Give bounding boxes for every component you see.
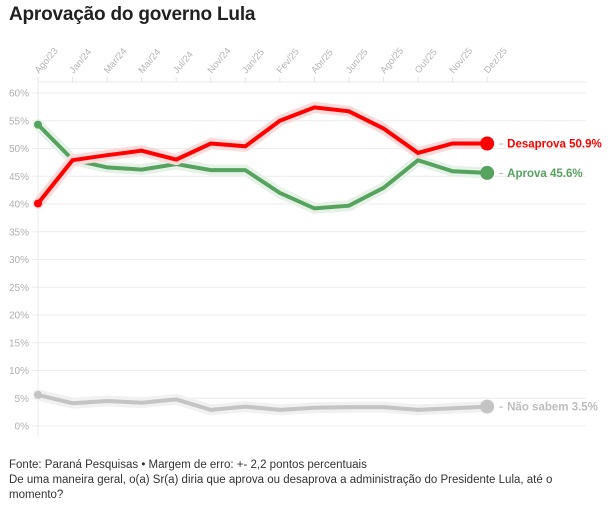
source-note: Fonte: Paraná Pesquisas • Margem de erro… <box>9 459 367 471</box>
y-tick-label: 35% <box>9 227 29 238</box>
x-tick-label: Jun/25 <box>344 47 371 76</box>
y-tick-label: 55% <box>9 116 29 127</box>
x-tick-label: Ago/23 <box>33 46 61 76</box>
chart-footer: Fonte: Paraná Pesquisas • Margem de erro… <box>9 458 569 503</box>
desaprova-end-point <box>480 136 495 151</box>
x-axis: Ago/23 Jan/24 Mar/24 Mai/24 Jul/24 Nov/24 Jan/… <box>33 46 586 83</box>
aprova-end-label: Aprova 45.6% <box>507 168 582 180</box>
desaprova-line <box>36 105 488 205</box>
chart-title: Aprovação do governo Lula <box>9 4 256 25</box>
aprova-end-point <box>480 165 495 180</box>
x-tick-label: Ago/25 <box>378 46 406 76</box>
x-tick-label: Mai/24 <box>137 47 164 76</box>
x-tick-label: Mar/24 <box>102 46 129 76</box>
n-o-sabem-end-point <box>480 399 495 414</box>
series-lines <box>32 101 495 416</box>
y-tick-label: 60% <box>9 89 29 100</box>
x-tick-label: Jul/24 <box>171 49 196 75</box>
x-tick-label: Jan/25 <box>240 47 267 76</box>
y-tick-label: 30% <box>9 255 29 266</box>
n-o-sabem-line <box>37 392 488 412</box>
aprova-start-point <box>34 120 42 129</box>
x-tick-label: Fev/25 <box>275 47 302 76</box>
aprova-line <box>36 123 488 211</box>
y-tick-label: 0% <box>15 422 30 433</box>
x-tick-label: Nov/25 <box>447 46 475 76</box>
line-chart: Ago/23 Jan/24 Mar/24 Mai/24 Jul/24 Nov/24 Jan/… <box>9 46 602 436</box>
y-tick-label: 10% <box>9 366 29 377</box>
n-o-sabem-end-label: Não sabem 3.5% <box>507 402 598 414</box>
y-tick-label: 25% <box>9 283 29 294</box>
desaprova-start-point <box>34 199 42 208</box>
survey-question: De uma maneira geral, o(a) Sr(a) diria q… <box>9 474 553 501</box>
desaprova-end-label: Desaprova 50.9% <box>507 139 602 151</box>
x-tick-label: Nov/24 <box>206 46 234 76</box>
y-tick-label: 50% <box>9 144 29 155</box>
y-tick-label: 5% <box>15 394 30 405</box>
x-tick-label: Abr/25 <box>309 47 335 76</box>
x-tick-label: Jan/24 <box>67 47 94 76</box>
n-o-sabem-start-point <box>34 390 42 399</box>
x-tick-label: Out/25 <box>413 47 440 76</box>
y-tick-label: 15% <box>9 338 29 349</box>
y-tick-label: 20% <box>9 311 29 322</box>
y-tick-label: 45% <box>9 172 29 183</box>
x-tick-label: Dez/25 <box>482 46 510 76</box>
gridlines <box>32 92 586 427</box>
end-labels: Não sabem 3.5% Aprova 45.6% Desaprova 50.9… <box>499 139 602 414</box>
y-axis: 0% 5% 10% 15% 20% 25% 30% 35% 40% 45% 50% 55% 60% <box>9 82 39 436</box>
y-tick-label: 40% <box>9 200 29 211</box>
